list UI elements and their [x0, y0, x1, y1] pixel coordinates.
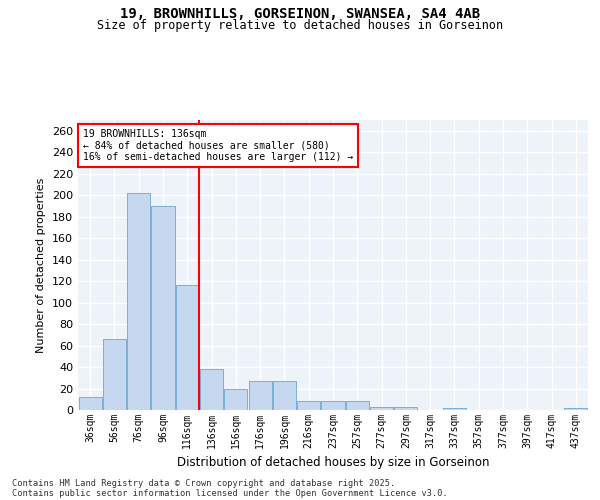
Text: Contains public sector information licensed under the Open Government Licence v3: Contains public sector information licen… [12, 488, 448, 498]
Text: Contains HM Land Registry data © Crown copyright and database right 2025.: Contains HM Land Registry data © Crown c… [12, 478, 395, 488]
Bar [224, 388, 247, 410]
Y-axis label: Number of detached properties: Number of detached properties [37, 178, 46, 352]
Bar [370, 407, 393, 410]
Text: Size of property relative to detached houses in Gorseinon: Size of property relative to detached ho… [97, 19, 503, 32]
Text: 19, BROWNHILLS, GORSEINON, SWANSEA, SA4 4AB: 19, BROWNHILLS, GORSEINON, SWANSEA, SA4 … [120, 8, 480, 22]
Bar [103, 339, 126, 410]
Bar [273, 381, 296, 410]
Bar [443, 408, 466, 410]
Bar [200, 369, 223, 410]
Bar [297, 402, 320, 410]
Bar [248, 381, 272, 410]
Bar [346, 402, 369, 410]
Text: 19 BROWNHILLS: 136sqm
← 84% of detached houses are smaller (580)
16% of semi-det: 19 BROWNHILLS: 136sqm ← 84% of detached … [83, 128, 353, 162]
X-axis label: Distribution of detached houses by size in Gorseinon: Distribution of detached houses by size … [177, 456, 489, 469]
Bar [394, 407, 418, 410]
Bar [79, 397, 101, 410]
Bar [176, 286, 199, 410]
Bar [127, 193, 150, 410]
Bar [322, 402, 344, 410]
Bar [151, 206, 175, 410]
Bar [565, 408, 587, 410]
